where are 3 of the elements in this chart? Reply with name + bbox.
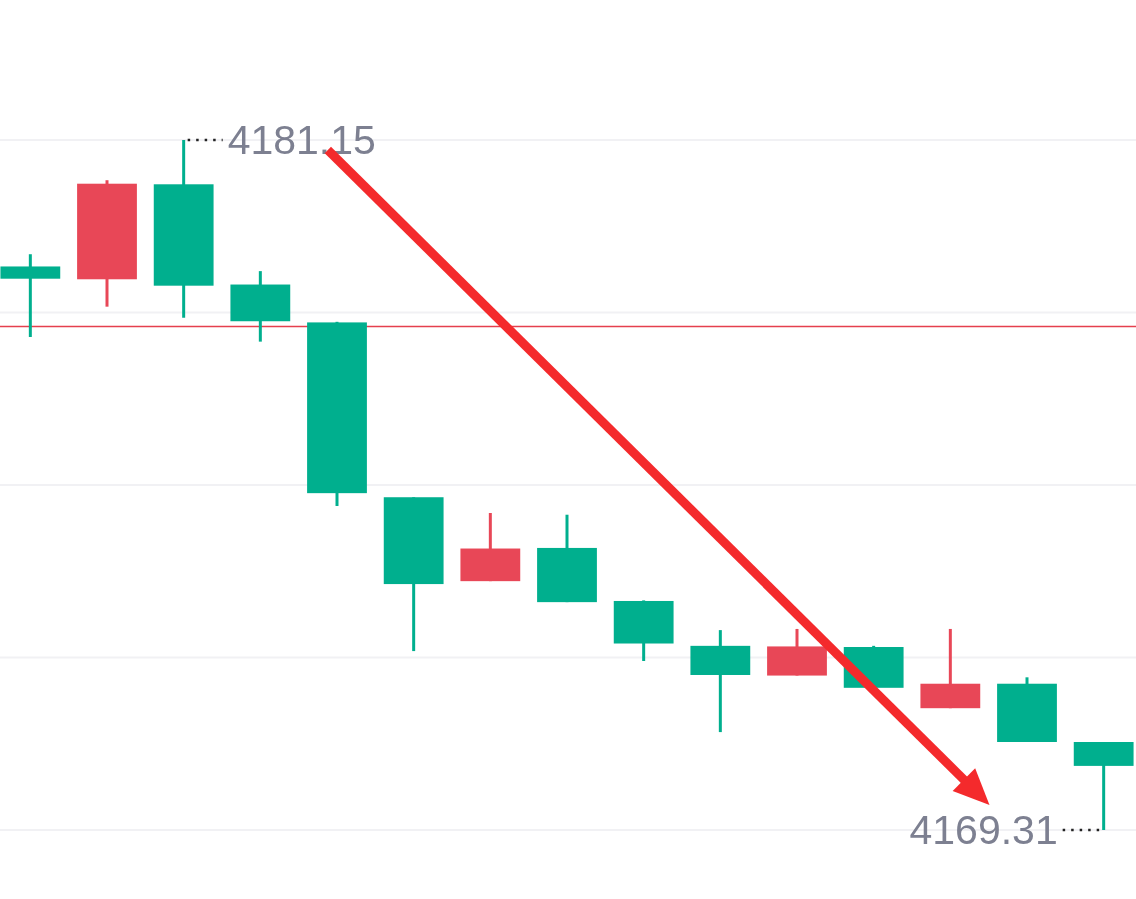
- annotation: 4169.31: [909, 807, 1058, 853]
- annotation: 4181.15: [227, 117, 376, 163]
- candlestick: [0, 254, 61, 337]
